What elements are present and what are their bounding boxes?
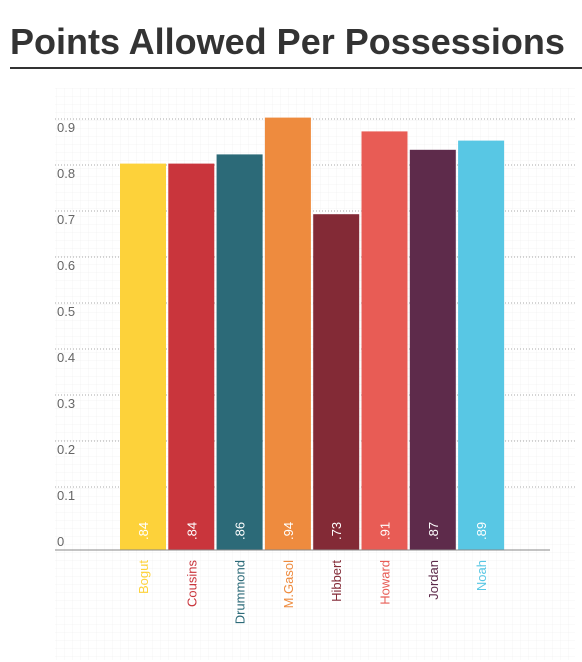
y-tick-label: 0.8 xyxy=(57,166,75,181)
x-tick-label: M.Gasol xyxy=(281,560,296,609)
bar xyxy=(409,149,456,551)
bar xyxy=(361,131,408,550)
x-tick-label: Drummond xyxy=(233,560,248,624)
bar xyxy=(216,154,263,550)
bar xyxy=(264,117,311,550)
chart-title: Points Allowed Per Possessions xyxy=(10,21,565,62)
y-tick-label: 0.6 xyxy=(57,258,75,273)
x-tick-label: Cousins xyxy=(184,560,199,607)
bar xyxy=(168,163,215,550)
y-tick-label: 0.5 xyxy=(57,304,75,319)
bar xyxy=(120,163,166,550)
value-label: .73 xyxy=(329,522,344,540)
x-tick-label: Bogut xyxy=(136,560,151,594)
y-tick-label: 0.2 xyxy=(57,442,75,457)
bar xyxy=(458,140,505,550)
value-label: .87 xyxy=(426,522,441,540)
value-label: .91 xyxy=(378,522,393,540)
x-tick-label: Noah xyxy=(474,560,489,591)
value-label: .86 xyxy=(233,522,248,540)
y-tick-label: 0.7 xyxy=(57,212,75,227)
y-tick-label: 0.4 xyxy=(57,350,75,365)
x-tick-label: Hibbert xyxy=(329,560,344,602)
bar xyxy=(313,214,360,550)
y-tick-label: 0.9 xyxy=(57,120,75,135)
value-label: .94 xyxy=(281,522,296,540)
y-tick-label: 0.1 xyxy=(57,488,75,503)
y-tick-label: 0 xyxy=(57,534,64,549)
value-label: .84 xyxy=(136,522,151,540)
x-tick-label: Jordan xyxy=(426,560,441,600)
value-label: .84 xyxy=(184,522,199,540)
y-tick-label: 0.3 xyxy=(57,396,75,411)
x-tick-label: Howard xyxy=(378,560,393,605)
value-label: .89 xyxy=(474,522,489,540)
